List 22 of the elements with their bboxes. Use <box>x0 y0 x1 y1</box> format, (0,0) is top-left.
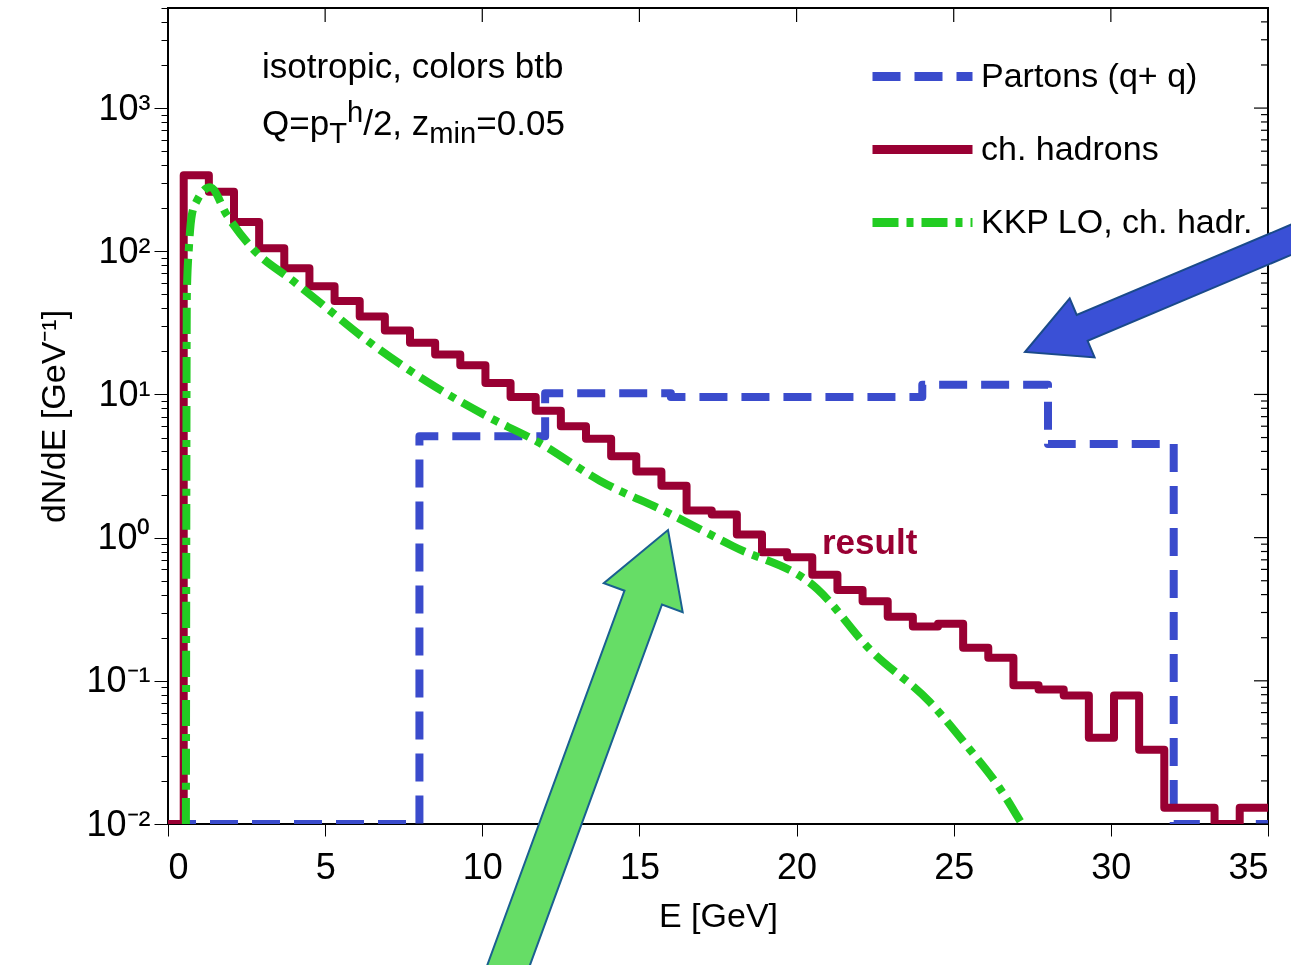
x-axis-title: E [GeV] <box>658 895 779 934</box>
x-tick-label: 0 <box>168 845 189 887</box>
y-tick-label: 10¹ <box>98 372 151 414</box>
x-tick-label: 10 <box>462 845 503 887</box>
x-tick-label: 30 <box>1091 845 1132 887</box>
annotation: result <box>822 522 918 561</box>
annotation: Q=p$_{T}$$^{h}$/2, z$_{min}$=0.05 <box>262 96 565 149</box>
y-tick-label: 10² <box>98 229 151 271</box>
annotation: isotropic, colors btb <box>262 46 564 85</box>
y-tick-label: 10⁻² <box>86 802 151 844</box>
x-tick-label: 5 <box>315 845 336 887</box>
x-tick-label: 20 <box>777 845 818 887</box>
legend-label: ch. hadrons <box>981 128 1159 167</box>
x-tick-label: 15 <box>619 845 660 887</box>
x-tick-label: 35 <box>1228 845 1269 887</box>
y-tick-label: 10⁰ <box>97 516 151 558</box>
legend-label: KKP LO, ch. hadr. <box>981 201 1253 240</box>
x-tick-label: 25 <box>934 845 975 887</box>
legend-label: Partons (q+ q) <box>981 55 1198 94</box>
y-axis-title: dN/dE [GeV⁻¹] <box>34 309 73 524</box>
y-tick-label: 10³ <box>98 86 151 128</box>
y-tick-label: 10⁻¹ <box>86 659 151 701</box>
